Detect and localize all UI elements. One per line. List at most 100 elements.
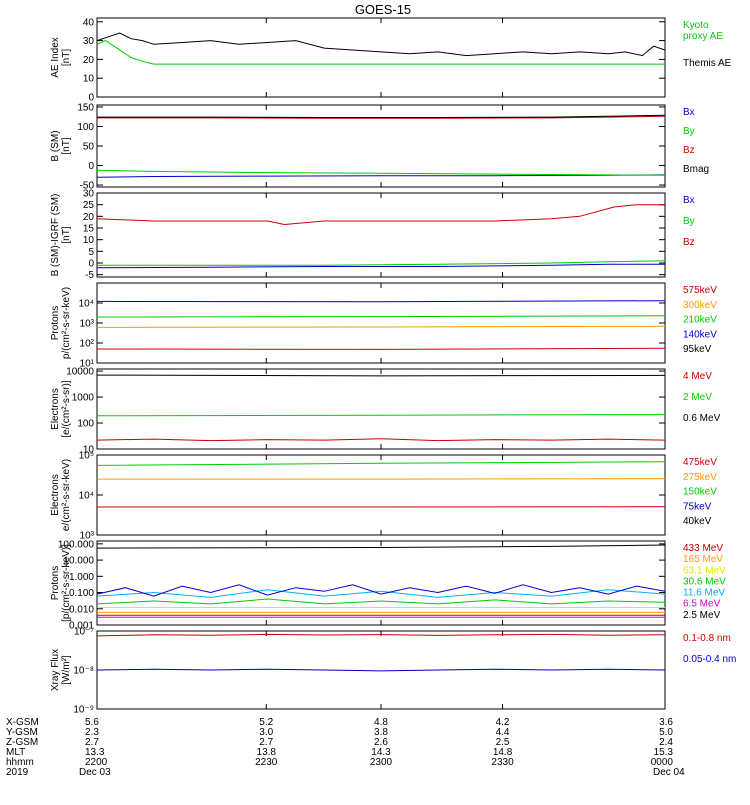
- legend-protons1-3: 140keV: [683, 329, 717, 340]
- y-tick-label-protons2-2: 0.100: [69, 588, 94, 599]
- series-line-electrons1-0: [97, 439, 665, 441]
- panel-frame-ae: [97, 18, 665, 97]
- y-tick-label-ae-1: 10: [83, 74, 95, 85]
- y-tick-label-electrons1-3: 10000: [66, 367, 94, 378]
- y-tick-label-protons1-3: 10⁴: [79, 299, 94, 310]
- series-line-xray-1: [97, 669, 665, 671]
- panel-frame-electrons2: [97, 455, 665, 535]
- legend-bsm-0: Bx: [683, 107, 695, 118]
- y-tick-label-bsm-4: 150: [77, 102, 94, 113]
- y-tick-label-bsm-1: 0: [88, 161, 94, 172]
- series-line-ae-1: [97, 33, 665, 56]
- series-line-protons2-4: [97, 590, 665, 598]
- y-axis-label-protons1-1: p/(cm²-s-sr-keV): [61, 287, 72, 359]
- legend-xray-1: 0.05-0.4 nm: [683, 654, 736, 665]
- y-tick-label-bigrf-5: 20: [83, 212, 95, 223]
- y-axis-label-bigrf-0: B (SM)-IGRF (SM): [50, 194, 61, 277]
- y-tick-label-ae-3: 30: [83, 36, 95, 47]
- y-axis-label-protons2-1: [p/(cm²-s-sr-keV)]: [61, 544, 72, 622]
- legend-electrons2-0: 475keV: [683, 457, 717, 468]
- legend-electrons2-4: 40keV: [683, 516, 712, 527]
- y-axis-label-electrons2-0: Electrons: [50, 474, 61, 516]
- y-axis-label-ae-0: AE Index: [50, 37, 61, 78]
- series-line-electrons1-1: [97, 415, 665, 416]
- y-axis-label-electrons1-0: Electrons: [50, 388, 61, 430]
- y-tick-label-protons2-1: 0.010: [69, 604, 94, 615]
- axis-row-label-5: 2019: [6, 767, 29, 778]
- series-line-protons1-1: [97, 326, 665, 327]
- y-axis-label-bsm-0: B (SM): [50, 130, 61, 161]
- series-line-electrons1-2: [97, 375, 665, 376]
- legend-protons2-1: 165 MeV: [683, 554, 723, 565]
- legend-protons2-4: 11.6 MeV: [683, 588, 725, 599]
- y-axis-label-electrons2-1: e/(cm²-s-sr-keV): [61, 459, 72, 531]
- y-axis-label-protons2-0: Protons: [50, 566, 61, 600]
- legend-ae-0-1: proxy AE: [683, 31, 723, 42]
- series-line-protons1-3: [97, 301, 665, 302]
- y-tick-label-xray-2: 10⁻⁷: [74, 627, 94, 638]
- y-tick-label-protons1-1: 10²: [80, 339, 95, 350]
- legend-protons1-2: 210keV: [683, 315, 717, 326]
- legend-bsm-1: By: [683, 126, 695, 137]
- y-tick-label-bigrf-1: 0: [88, 259, 94, 270]
- y-tick-label-ae-4: 40: [83, 17, 95, 28]
- y-axis-label-bigrf-1: [nT]: [61, 226, 72, 243]
- legend-bsm-2: Bz: [683, 145, 695, 156]
- plot-title: GOES-15: [355, 2, 411, 17]
- legend-protons2-5: 6.5 MeV: [683, 599, 721, 610]
- y-axis-label-xray-0: Xray Flux: [50, 649, 61, 691]
- y-axis-label-ae-1: [nT]: [61, 49, 72, 66]
- legend-electrons1-1: 2 MeV: [683, 392, 712, 403]
- legend-ae-0-0: Kyoto: [683, 20, 709, 31]
- y-tick-label-electrons2-1: 10⁴: [79, 491, 94, 502]
- series-line-bigrf-2: [97, 205, 665, 225]
- y-axis-label-electrons1-1: [e/(cm²-s-sr)]: [61, 380, 72, 437]
- panel-frame-protons1: [97, 283, 665, 363]
- y-tick-label-electrons1-1: 100: [77, 419, 94, 430]
- legend-protons1-0: 575keV: [683, 285, 717, 296]
- series-line-electrons2-2: [97, 462, 665, 466]
- y-tick-label-bsm-3: 100: [77, 122, 94, 133]
- axis-value-2-4: 2300: [370, 757, 393, 768]
- legend-ae-1-0: Themis AE: [683, 58, 732, 69]
- y-axis-label-bsm-1: [nT]: [61, 137, 72, 154]
- legend-xray-0: 0.1-0.8 nm: [683, 633, 731, 644]
- legend-electrons1-0: 4 MeV: [683, 371, 712, 382]
- legend-electrons1-2: 0.6 MeV: [683, 413, 721, 424]
- legend-bigrf-0: Bx: [683, 195, 695, 206]
- series-line-protons1-5: [97, 348, 665, 349]
- y-tick-label-protons2-3: 1.000: [69, 572, 94, 583]
- y-tick-label-bigrf-3: 10: [83, 235, 95, 246]
- legend-bigrf-1: By: [683, 216, 695, 227]
- legend-protons1-1: 300keV: [683, 300, 717, 311]
- legend-electrons2-2: 150keV: [683, 487, 717, 498]
- y-tick-label-bigrf-6: 25: [83, 200, 95, 211]
- axis-value-1-4: 2230: [255, 757, 278, 768]
- y-tick-label-electrons2-2: 10⁵: [79, 451, 94, 462]
- legend-electrons2-3: 75keV: [683, 501, 712, 512]
- series-line-protons2-3: [97, 599, 665, 604]
- y-axis-label-xray-1: [W/m²]: [61, 655, 72, 685]
- y-tick-label-bigrf-4: 15: [83, 224, 95, 235]
- y-tick-label-xray-0: 10⁻⁹: [73, 705, 94, 716]
- y-tick-label-ae-2: 20: [83, 55, 95, 66]
- axis-value-4-5: Dec 04: [653, 767, 685, 778]
- legend-protons1-4: 95keV: [683, 344, 712, 355]
- legend-bsm-3: Bmag: [683, 164, 709, 175]
- series-line-protons2-7: [97, 585, 665, 596]
- legend-protons2-0: 433 MeV: [683, 543, 723, 554]
- legend-protons2-2: 63.1 MeV: [683, 565, 726, 576]
- y-tick-label-xray-1: 10⁻⁸: [73, 666, 94, 677]
- legend-bigrf-2: Bz: [683, 237, 695, 248]
- y-tick-label-protons1-2: 10³: [80, 319, 95, 330]
- series-line-bsm-1: [97, 170, 665, 175]
- axis-value-0-5: Dec 03: [79, 767, 111, 778]
- series-line-bsm-3: [97, 115, 665, 117]
- series-line-protons1-2: [97, 316, 665, 317]
- y-tick-label-bsm-2: 50: [83, 142, 95, 153]
- y-axis-label-protons1-0: Protons: [50, 306, 61, 340]
- y-tick-label-bigrf-0: -5: [85, 270, 94, 281]
- axis-value-3-4: 2330: [491, 757, 514, 768]
- y-tick-label-bigrf-7: 30: [83, 189, 95, 200]
